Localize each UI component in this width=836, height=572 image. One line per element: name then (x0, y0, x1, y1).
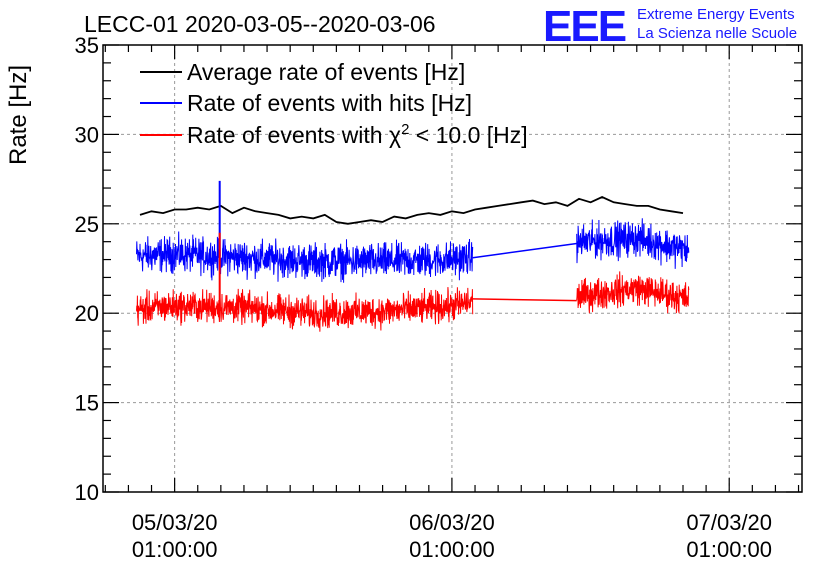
y-tick-label: 25 (75, 212, 99, 237)
x-tick-label-time: 01:00:00 (132, 537, 218, 562)
series-lines (136, 180, 690, 332)
legend-label: Rate of events with hits [Hz] (187, 90, 472, 116)
y-tick-label: 10 (75, 480, 99, 505)
series-line-hits (576, 218, 690, 269)
x-tick-label-date: 05/03/20 (132, 510, 218, 535)
x-tick-label-time: 01:00:00 (409, 537, 495, 562)
y-tick-label: 20 (75, 301, 99, 326)
series-line-hits (136, 231, 474, 283)
x-tick-label-date: 07/03/20 (686, 510, 772, 535)
eee-logo: EEE Extreme Energy Events La Scienza nel… (543, 2, 797, 51)
axes: 10152025303505/03/2001:00:0006/03/2001:0… (75, 33, 803, 562)
chart-title: LECC-01 2020-03-05--2020-03-06 (84, 11, 436, 37)
series-line-average (139, 196, 684, 225)
y-axis-label: Rate [Hz] (5, 65, 32, 165)
x-tick-label-date: 06/03/20 (409, 510, 495, 535)
series-line-chi2 (136, 287, 474, 332)
series-line-chi2-bridge (472, 298, 577, 302)
y-tick-label: 30 (75, 122, 99, 147)
legend-label: Average rate of events [Hz] (187, 59, 465, 85)
eee-logo-mark: EEE (543, 2, 626, 51)
y-tick-label: 15 (75, 391, 99, 416)
series-line-hits-bridge (472, 242, 577, 259)
x-tick-label-time: 01:00:00 (686, 537, 772, 562)
legend: Average rate of events [Hz] Rate of event… (140, 59, 528, 148)
y-tick-label: 35 (75, 33, 99, 58)
eee-logo-line1: Extreme Energy Events (637, 6, 795, 23)
series-line-chi2 (576, 271, 690, 314)
legend-label: Rate of events with χ2 < 10.0 [Hz] (187, 121, 528, 148)
eee-logo-line2: La Scienza nelle Scuole (637, 25, 797, 42)
